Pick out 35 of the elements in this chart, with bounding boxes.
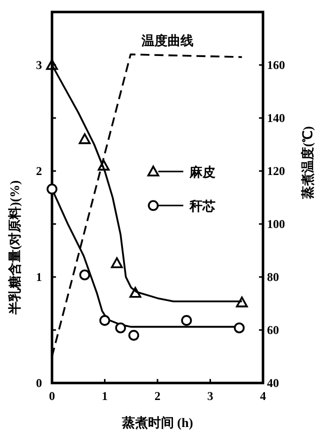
- point: [236, 296, 248, 308]
- x-tick-label: 3: [207, 389, 214, 403]
- y2-tick-label: 40: [267, 376, 279, 390]
- y2-tick-label: 160: [267, 58, 285, 72]
- y2-tick-label: 140: [267, 111, 285, 125]
- point: [79, 269, 90, 280]
- y-tick-label: 2: [36, 164, 42, 178]
- x-tick-label: 4: [260, 389, 266, 403]
- y2-tick-label: 80: [267, 270, 279, 284]
- y-tick-label: 1: [36, 270, 42, 284]
- point: [98, 160, 110, 171]
- point: [129, 287, 142, 298]
- y2-tick-label: 100: [267, 217, 285, 231]
- x-tick-label: 1: [102, 389, 108, 403]
- x-tick-label: 0: [49, 389, 55, 403]
- y-tick-label: 3: [36, 58, 42, 72]
- point: [181, 315, 192, 326]
- legend-label: 麻皮: [188, 164, 216, 180]
- point: [234, 322, 245, 334]
- y-tick-label: 0: [36, 376, 42, 390]
- point: [46, 59, 58, 70]
- point: [110, 257, 123, 268]
- annotation: 温度曲线: [140, 33, 194, 48]
- legend-label: 秆芯: [188, 198, 216, 214]
- point: [115, 322, 126, 334]
- point: [99, 315, 110, 326]
- y-axis-title: 半乳糖含量(对原料)(%): [7, 180, 22, 316]
- point: [78, 133, 91, 144]
- y2-tick-label: 60: [267, 323, 279, 337]
- y2-axis-title: 蒸煮温度(℃): [300, 126, 315, 200]
- x-tick-label: 2: [154, 389, 160, 403]
- x-axis-title: 蒸煮时间 (h): [120, 415, 194, 430]
- y2-tick-label: 120: [267, 164, 285, 178]
- point: [46, 184, 58, 194]
- point: [128, 330, 140, 341]
